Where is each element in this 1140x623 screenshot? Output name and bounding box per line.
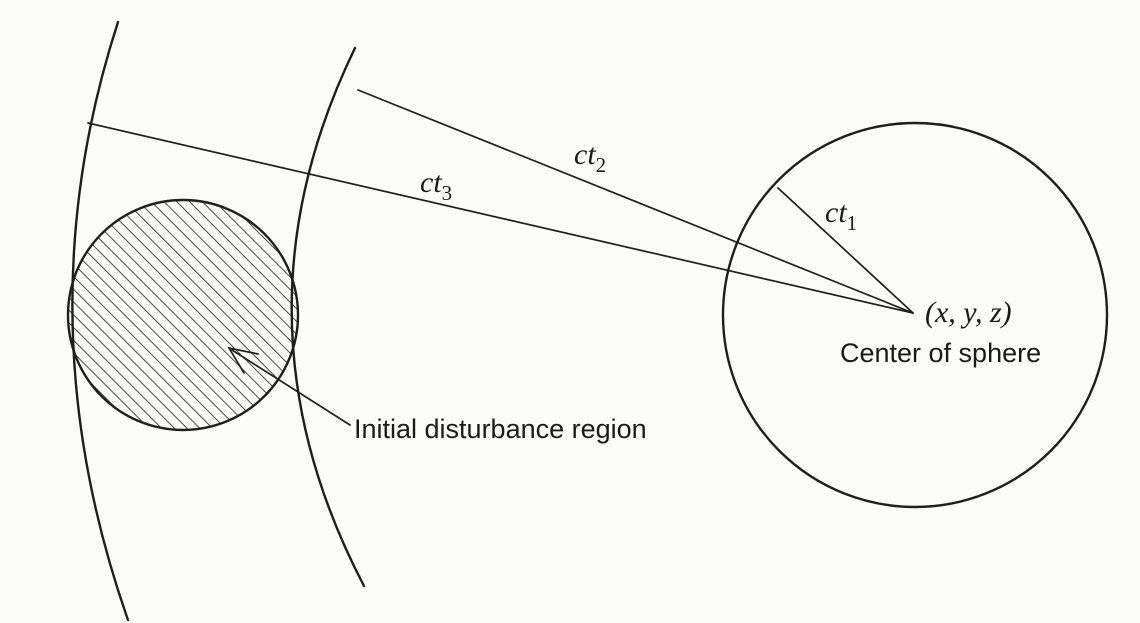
- ct1-label: ct1: [825, 196, 857, 235]
- ct1-radius-line: [777, 187, 914, 314]
- ct2-label: ct2: [574, 138, 606, 177]
- inner-wavefront-arc: [290, 46, 366, 588]
- center-of-sphere-label: Center of sphere: [840, 338, 1041, 368]
- ct2-radius-line: [357, 89, 914, 314]
- initial-disturbance-label: Initial disturbance region: [354, 414, 647, 444]
- initial-disturbance-region: [66, 198, 300, 432]
- ct3-radius-line: [87, 122, 914, 314]
- ct3-label: ct3: [420, 166, 452, 205]
- disturbance-pointer-arrow: [227, 346, 351, 426]
- sphere-circle: [721, 121, 1109, 509]
- point-coordinates-label: (x, y, z): [925, 296, 1012, 329]
